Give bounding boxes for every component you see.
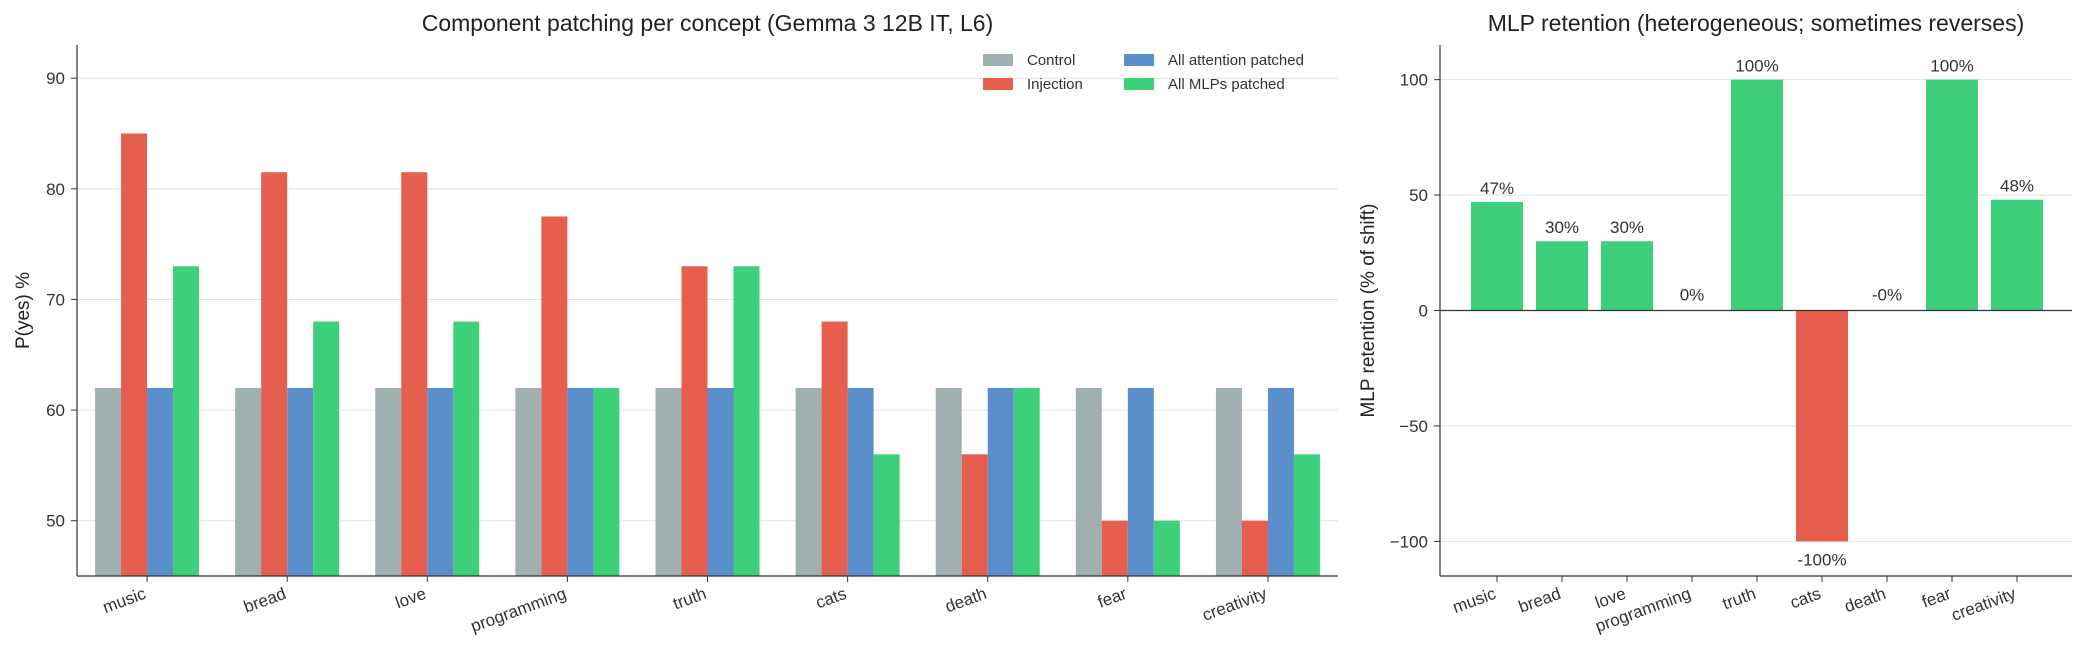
bar-mlp-music [173, 266, 200, 576]
x-tick-label: music [1450, 584, 1499, 617]
bar-attention-programming [567, 387, 594, 576]
bar-injection-love [401, 172, 428, 576]
bar-attention-truth [707, 387, 734, 576]
legend-label: Control [1027, 52, 1075, 69]
y-tick-label: 50 [46, 512, 65, 531]
bar-mlp-fear [1153, 520, 1180, 576]
x-tick-label: truth [1720, 584, 1758, 613]
bar-attention-cats [847, 387, 874, 576]
y-axis-label: P(yes) % [13, 272, 34, 349]
bar-mlp-cats [873, 454, 900, 576]
y-tick-label: 0 [1419, 302, 1428, 321]
bar-attention-creativity [1267, 387, 1294, 576]
x-tick-label: music [100, 584, 149, 617]
bar-attention-love [427, 387, 454, 576]
y-axis-label: MLP retention (% of shift) [1358, 203, 1379, 417]
bar-mlp-creativity [1293, 454, 1320, 576]
bar-attention-bread [287, 387, 314, 576]
legend-swatch-attention [1124, 54, 1154, 66]
data-label: 47% [1480, 179, 1514, 198]
x-tick-label: bread [1516, 584, 1563, 617]
x-tick-label: creativity [1949, 584, 2019, 625]
legend-label: Injection [1027, 76, 1083, 93]
bar-control-bread [235, 387, 262, 576]
bar-attention-music [147, 387, 174, 576]
x-tick-label: fear [1095, 584, 1129, 612]
bar-control-death [935, 387, 962, 576]
x-tick-label: love [393, 584, 429, 613]
bar-attention-fear [1127, 387, 1154, 576]
bar-injection-creativity [1241, 520, 1268, 576]
bar-control-fear [1075, 387, 1102, 576]
legend-label: All MLPs patched [1168, 76, 1285, 93]
bar-injection-fear [1101, 520, 1128, 576]
x-tick-label: cats [1788, 584, 1824, 613]
bar-mlp-programming [593, 387, 620, 576]
retention-bar-creativity [1991, 199, 2043, 311]
y-tick-label: 70 [46, 290, 65, 309]
y-tick-label: 80 [46, 180, 65, 199]
data-label: 48% [2000, 177, 2034, 196]
retention-bar-cats [1796, 310, 1848, 542]
bar-attention-death [987, 387, 1014, 576]
bar-mlp-bread [313, 321, 340, 576]
retention-bar-truth [1731, 79, 1783, 311]
x-tick-label: death [1842, 584, 1888, 616]
retention-bar-love [1601, 241, 1653, 311]
x-tick-label: creativity [1200, 584, 1270, 625]
data-label: 100% [1930, 57, 1973, 76]
retention-bar-music [1471, 201, 1523, 311]
y-tick-label: 90 [46, 69, 65, 88]
y-tick-label: 100 [1400, 71, 1428, 90]
x-tick-label: death [943, 584, 989, 616]
bar-control-music [95, 387, 122, 576]
bar-mlp-love [453, 321, 480, 576]
y-tick-label: 60 [46, 401, 65, 420]
y-tick-label: −50 [1399, 417, 1428, 436]
bar-injection-truth [681, 266, 708, 576]
bar-control-creativity [1215, 387, 1242, 576]
x-tick-label: truth [670, 584, 708, 613]
data-label: 30% [1610, 218, 1644, 237]
data-label: 0% [1680, 286, 1705, 305]
chart-title: MLP retention (heterogeneous; sometimes … [1488, 10, 2025, 36]
x-tick-label: bread [241, 584, 288, 617]
bar-mlp-truth [733, 266, 760, 576]
y-tick-label: −100 [1390, 532, 1428, 551]
bar-control-love [375, 387, 402, 576]
legend-swatch-mlp [1124, 78, 1154, 90]
legend-swatch-injection [983, 78, 1013, 90]
data-label: -0% [1872, 286, 1902, 305]
bar-injection-bread [261, 172, 288, 576]
bar-injection-music [121, 133, 148, 576]
x-tick-label: cats [813, 584, 849, 613]
bar-control-programming [515, 387, 542, 576]
data-label: 30% [1545, 218, 1579, 237]
data-label: -100% [1797, 550, 1846, 569]
legend-label: All attention patched [1168, 52, 1304, 69]
bar-injection-death [961, 454, 988, 576]
bar-injection-cats [821, 321, 848, 576]
chart-title: Component patching per concept (Gemma 3 … [422, 10, 993, 36]
bar-control-cats [795, 387, 822, 576]
legend-swatch-control [983, 54, 1013, 66]
y-tick-label: 50 [1409, 186, 1428, 205]
data-label: 100% [1735, 57, 1778, 76]
x-tick-label: programming [468, 584, 569, 636]
bar-control-truth [655, 387, 682, 576]
bar-injection-programming [541, 216, 568, 576]
bar-mlp-death [1013, 387, 1040, 576]
retention-bar-fear [1926, 79, 1978, 311]
retention-bar-bread [1536, 241, 1588, 311]
